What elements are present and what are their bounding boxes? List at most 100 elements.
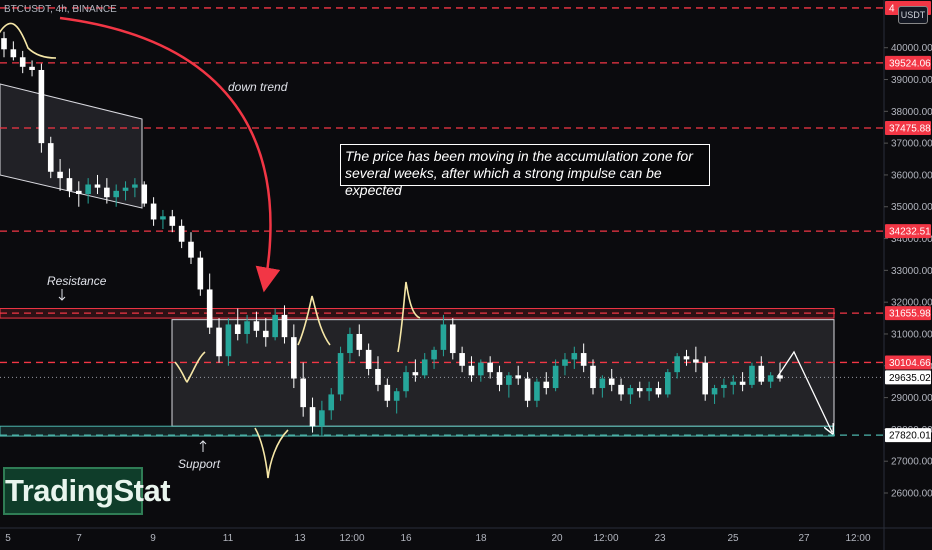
logo-text: TradingStat — [5, 473, 171, 508]
candle-body — [721, 384, 727, 389]
accumulation-zone — [171, 319, 835, 427]
x-tick-label: 5 — [5, 533, 11, 544]
candle-body — [150, 203, 157, 220]
y-tick-label: 35000.00 — [891, 202, 932, 213]
currency-badge[interactable]: USDT — [898, 6, 928, 24]
candle-body — [57, 171, 63, 179]
y-tick-label: 38000.00 — [891, 107, 932, 118]
level-tag-text: 39524.06 — [889, 58, 931, 69]
candle-body — [384, 384, 391, 401]
drawn-peak-2 — [397, 281, 421, 353]
candle-body — [693, 359, 699, 363]
candle-body — [178, 225, 185, 242]
y-tick-label: 26000.00 — [891, 489, 932, 500]
symbol-info: BTCUSDT, 4h, BINANCE — [4, 4, 117, 15]
projection-line — [777, 350, 832, 432]
x-tick-label: 13 — [294, 533, 306, 544]
level-tag-text: 34232.51 — [889, 227, 931, 238]
candle-body — [421, 359, 428, 376]
down-trend-label: down trend — [228, 80, 288, 94]
candle-body — [188, 241, 194, 258]
support-pointer — [199, 440, 207, 452]
candlestick-series — [1, 31, 783, 436]
y-tick-label: 36000.00 — [891, 170, 932, 181]
candle-body — [291, 337, 297, 379]
candle-body — [571, 353, 578, 360]
drawn-support-spike — [254, 427, 289, 479]
y-tick-label: 27000.00 — [891, 457, 932, 468]
candle-body — [506, 375, 512, 385]
x-tick-label: 12:00 — [845, 533, 870, 544]
candle-body — [524, 378, 531, 401]
level-tag-text: 4 — [889, 3, 895, 14]
candle-body — [618, 384, 624, 395]
y-tick-label: 37000.00 — [891, 139, 932, 150]
time-axis[interactable]: 5 7 9 11 13 12:00 16 18 20 12:00 23 25 27 12:00 — [5, 533, 871, 544]
candle-body — [767, 375, 774, 382]
candle-body — [403, 372, 409, 392]
x-tick-label: 23 — [654, 533, 666, 544]
candle-body — [132, 184, 138, 188]
candle-body — [534, 381, 540, 401]
candle-body — [393, 391, 400, 401]
candle-body — [104, 187, 110, 198]
drawn-peak-1 — [297, 295, 331, 346]
descending-channel — [0, 83, 143, 209]
x-tick-label: 16 — [400, 533, 412, 544]
x-tick-label: 18 — [475, 533, 487, 544]
support-label: Support — [178, 457, 221, 471]
candle-body — [47, 143, 54, 172]
candle-body — [431, 349, 437, 360]
note-text: The price has been moving in the accumul… — [345, 148, 693, 198]
candle-body — [365, 349, 372, 369]
y-tick-label: 33000.00 — [891, 266, 932, 277]
candle-body — [85, 184, 91, 195]
y-tick-label: 40000.00 — [891, 43, 932, 54]
y-tick-label: 29000.00 — [891, 393, 932, 404]
candle-body — [206, 289, 213, 328]
level-tag-text: 27820.01 — [889, 431, 931, 442]
candle-body — [590, 365, 596, 389]
y-tick-label: 32000.00 — [891, 298, 932, 309]
candle-body — [655, 388, 662, 395]
candle-body — [225, 324, 232, 357]
level-tag-box — [885, 120, 931, 135]
candle-body — [244, 321, 250, 334]
drawn-v-left — [174, 351, 206, 383]
candle-body — [197, 257, 204, 290]
candle-body — [169, 216, 176, 226]
candle-body — [122, 187, 129, 191]
level-tag-box — [885, 306, 931, 321]
candle-body — [627, 388, 634, 395]
candle-body — [281, 314, 288, 338]
candle-body — [113, 190, 119, 198]
hand-drawn-annotations — [0, 16, 832, 479]
candle-body — [449, 324, 456, 354]
candle-body — [702, 362, 709, 395]
candle-body — [739, 381, 746, 385]
candle-body — [412, 372, 419, 376]
note-box: The price has been moving in the accumul… — [340, 144, 710, 198]
candle-body — [758, 365, 765, 382]
zones — [0, 83, 835, 437]
candle-body — [636, 388, 643, 392]
candle-body — [730, 381, 737, 385]
candle-body — [496, 372, 503, 385]
candle-body — [1, 38, 7, 50]
y-tick-label: 39000.00 — [891, 75, 932, 86]
candle-body — [478, 362, 484, 376]
x-tick-label: 9 — [150, 533, 156, 544]
level-tag-box — [885, 428, 931, 443]
candle-body — [646, 388, 652, 392]
x-tick-label: 7 — [76, 533, 82, 544]
candle-body — [683, 356, 690, 360]
x-tick-label: 12:00 — [593, 533, 618, 544]
level-tag-box — [885, 355, 931, 370]
tradingstat-logo: TradingStat — [3, 467, 171, 515]
candle-body — [141, 184, 148, 204]
down-trend-arrow — [59, 16, 281, 293]
level-tag-box — [885, 224, 931, 239]
candle-body — [234, 324, 241, 334]
candle-body — [319, 410, 325, 427]
